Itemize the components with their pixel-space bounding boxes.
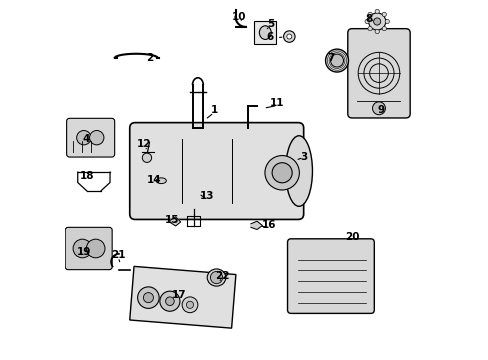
Circle shape (381, 26, 386, 31)
FancyBboxPatch shape (66, 118, 115, 157)
FancyBboxPatch shape (65, 227, 112, 270)
Circle shape (367, 12, 371, 17)
Circle shape (89, 131, 104, 145)
Text: 17: 17 (172, 291, 186, 301)
Circle shape (374, 30, 379, 34)
Circle shape (137, 287, 159, 309)
Circle shape (372, 102, 385, 115)
Ellipse shape (156, 178, 166, 184)
Text: 19: 19 (77, 247, 91, 257)
Circle shape (364, 19, 368, 24)
FancyBboxPatch shape (129, 123, 303, 220)
Text: 9: 9 (377, 105, 384, 115)
Circle shape (374, 9, 379, 14)
Circle shape (384, 19, 388, 24)
Circle shape (165, 297, 174, 306)
Circle shape (330, 54, 343, 67)
Circle shape (286, 34, 291, 39)
Circle shape (271, 163, 292, 183)
Circle shape (186, 301, 193, 309)
Circle shape (73, 239, 92, 258)
Circle shape (368, 13, 385, 30)
Text: 4: 4 (82, 134, 89, 144)
Circle shape (160, 291, 180, 311)
FancyBboxPatch shape (287, 239, 373, 314)
FancyBboxPatch shape (347, 29, 409, 118)
Circle shape (77, 131, 91, 145)
Text: 15: 15 (164, 215, 179, 225)
Circle shape (325, 49, 348, 72)
Text: 11: 11 (270, 98, 284, 108)
Ellipse shape (259, 26, 271, 40)
Text: 6: 6 (266, 32, 273, 41)
Circle shape (283, 31, 294, 42)
Polygon shape (129, 266, 235, 328)
Circle shape (367, 26, 371, 31)
Text: 10: 10 (231, 12, 246, 22)
Ellipse shape (207, 269, 225, 286)
Circle shape (86, 239, 105, 258)
Text: 16: 16 (261, 220, 276, 230)
Text: 12: 12 (137, 139, 151, 149)
Ellipse shape (285, 136, 312, 206)
Circle shape (182, 297, 198, 313)
Text: 21: 21 (111, 249, 125, 260)
Circle shape (210, 271, 222, 284)
Text: 7: 7 (326, 53, 334, 63)
Text: 5: 5 (266, 19, 273, 29)
Text: 2: 2 (145, 53, 153, 63)
Polygon shape (250, 221, 262, 229)
Circle shape (264, 156, 299, 190)
Text: 14: 14 (146, 175, 161, 185)
Circle shape (143, 293, 153, 303)
Bar (254, 22, 276, 44)
Polygon shape (169, 217, 180, 226)
Circle shape (373, 18, 380, 25)
Circle shape (142, 153, 151, 162)
Text: 18: 18 (80, 171, 95, 181)
Text: 1: 1 (210, 105, 217, 115)
Circle shape (381, 12, 386, 17)
Text: 13: 13 (199, 191, 214, 201)
Text: 20: 20 (344, 232, 359, 242)
Text: 3: 3 (300, 152, 306, 162)
Text: 22: 22 (215, 271, 229, 281)
Text: 8: 8 (365, 14, 372, 24)
